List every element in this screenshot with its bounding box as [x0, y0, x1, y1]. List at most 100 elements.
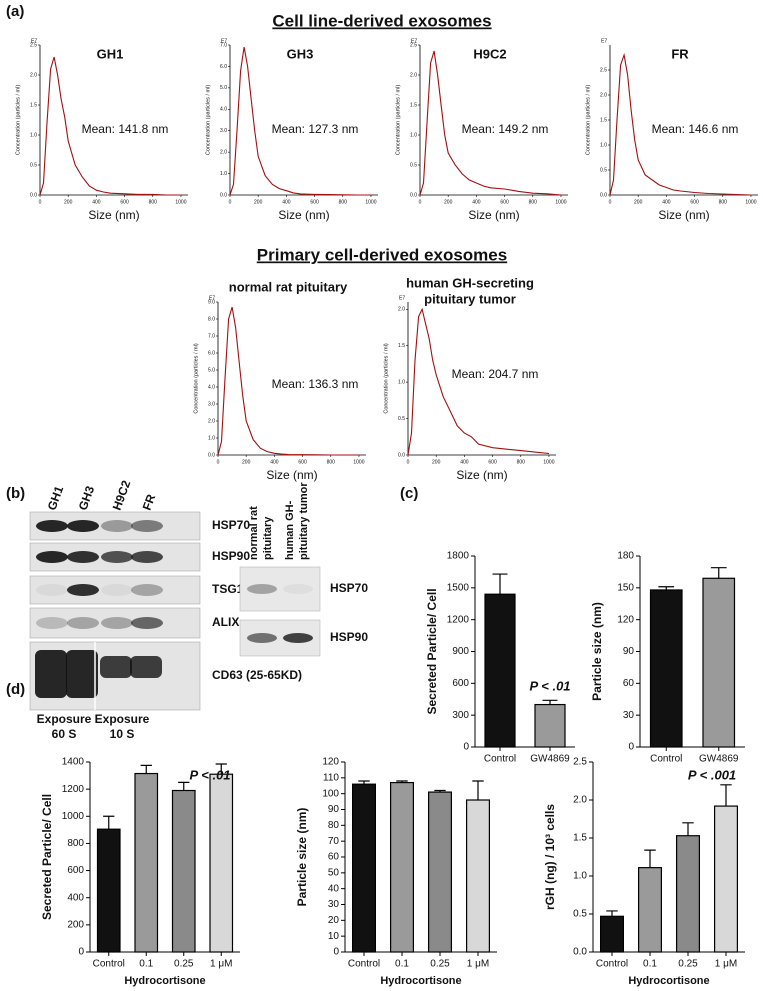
y-tick-label: 30 — [623, 710, 635, 721]
y-tick-label: 2.5 — [30, 42, 37, 48]
y-tick-label: 20 — [328, 915, 340, 926]
x-tick-label: 0 — [609, 199, 612, 205]
error-bar — [720, 784, 732, 807]
y-tick-label: 0.5 — [30, 162, 37, 168]
blot-band — [283, 633, 313, 643]
x-tick-label: 0.1 — [643, 959, 657, 970]
y-tick-label: 0 — [463, 742, 469, 753]
size-distribution-line — [407, 307, 550, 456]
x-tick-label: 1000 — [365, 199, 376, 205]
lane-label: FR — [140, 492, 159, 512]
bar — [209, 773, 234, 953]
lane-label: GH1 — [45, 484, 67, 512]
band-label: CD63 (25-65KD) — [212, 668, 302, 682]
significance-annotation: P < .01 — [189, 767, 230, 782]
lane-label: GH3 — [76, 484, 98, 512]
exposure-label: 60 S — [52, 727, 77, 741]
x-tick-label: 0.25 — [174, 959, 194, 970]
scale-label: E7 — [209, 295, 215, 301]
panel-label: (c) — [400, 485, 418, 502]
exposure-label: Exposure — [95, 712, 150, 726]
y-tick-label: 600 — [452, 678, 469, 689]
bar — [675, 835, 700, 953]
y-tick-label: 90 — [623, 646, 635, 657]
y-tick-label: 50 — [328, 867, 340, 878]
y-tick-label: 60 — [328, 852, 340, 863]
blot-strip — [239, 566, 321, 612]
x-tick-label: 1000 — [353, 459, 364, 465]
section-title: Cell line-derived exosomes — [272, 11, 491, 30]
y-tick-label: 1.5 — [30, 102, 37, 108]
panel-label: (a) — [6, 3, 24, 20]
x-axis-label: Size (nm) — [456, 468, 507, 482]
error-bar — [472, 780, 484, 800]
mean-annotation: Mean: 136.3 nm — [272, 377, 359, 391]
x-axis-label: Size (nm) — [88, 208, 139, 222]
lane-label: H9C2 — [110, 478, 134, 512]
error-bar — [542, 699, 558, 705]
x-tick-label: 200 — [64, 199, 73, 205]
bar — [599, 915, 624, 953]
x-tick-label: 400 — [92, 199, 101, 205]
significance-annotation: P < .01 — [529, 678, 570, 693]
blot-strip — [29, 607, 201, 639]
y-tick-label: 60 — [623, 678, 635, 689]
x-tick-label: 1 μM — [467, 959, 489, 970]
y-tick-label: 150 — [617, 582, 634, 593]
band-label: HSP90 — [330, 630, 368, 644]
x-tick-label: 800 — [517, 459, 526, 465]
y-tick-label: 2.0 — [30, 72, 37, 78]
y-tick-label: 120 — [617, 614, 634, 625]
plot-title: GH3 — [287, 46, 314, 61]
mean-annotation: Mean: 204.7 nm — [452, 367, 539, 381]
x-tick-label: 600 — [690, 199, 699, 205]
x-tick-label: Control — [650, 754, 682, 765]
y-tick-label: 6.0 — [220, 64, 227, 70]
blot-band — [247, 633, 277, 643]
plot-title: human GH-secreting — [406, 275, 534, 290]
y-axis-label: rGH (ng) / 10³ cells — [543, 804, 557, 910]
mean-annotation: Mean: 141.8 nm — [82, 122, 169, 136]
blot-band — [36, 584, 68, 596]
bar — [96, 828, 121, 953]
y-tick-label: 0.0 — [398, 452, 405, 458]
y-tick-label: 100 — [322, 788, 339, 799]
y-tick-label: 4.0 — [208, 384, 215, 390]
error-bar — [215, 763, 227, 775]
x-tick-label: 0.25 — [430, 959, 450, 970]
size-distribution-line — [419, 50, 562, 196]
x-tick-label: 600 — [500, 199, 509, 205]
x-axis-label: Size (nm) — [658, 208, 709, 222]
y-tick-label: 0.0 — [30, 192, 37, 198]
y-axis-label: Secreted Particle/ Cell — [40, 794, 54, 920]
mean-annotation: Mean: 146.6 nm — [652, 122, 739, 136]
y-tick-label: 1200 — [62, 784, 85, 795]
y-tick-label: 1000 — [62, 811, 85, 822]
x-tick-label: 0.1 — [395, 959, 409, 970]
plot-title: H9C2 — [473, 46, 506, 61]
x-tick-label: 400 — [662, 199, 671, 205]
y-tick-label: 2.5 — [410, 42, 417, 48]
x-axis-label: Hydrocortisone — [628, 975, 709, 987]
y-tick-label: 0.5 — [573, 909, 587, 920]
blot-band — [100, 656, 132, 678]
y-tick-label: 0.0 — [573, 947, 587, 958]
x-tick-label: 200 — [634, 199, 643, 205]
x-tick-label: 800 — [529, 199, 538, 205]
x-tick-label: 1 μM — [210, 959, 232, 970]
y-tick-label: 10 — [328, 931, 340, 942]
y-tick-label: 1500 — [447, 582, 470, 593]
y-tick-label: 2.0 — [220, 149, 227, 155]
y-tick-label: 1.5 — [600, 117, 607, 123]
y-tick-label: 8.0 — [208, 316, 215, 322]
x-tick-label: 400 — [460, 459, 469, 465]
y-tick-label: 300 — [452, 710, 469, 721]
x-tick-label: 200 — [432, 459, 441, 465]
error-bar — [103, 815, 115, 830]
y-tick-label: 1.5 — [398, 343, 405, 349]
x-tick-label: 200 — [444, 199, 453, 205]
bar — [649, 589, 683, 748]
y-tick-label: 1200 — [447, 614, 470, 625]
blot-band — [130, 656, 162, 678]
y-tick-label: 9.0 — [208, 299, 215, 305]
